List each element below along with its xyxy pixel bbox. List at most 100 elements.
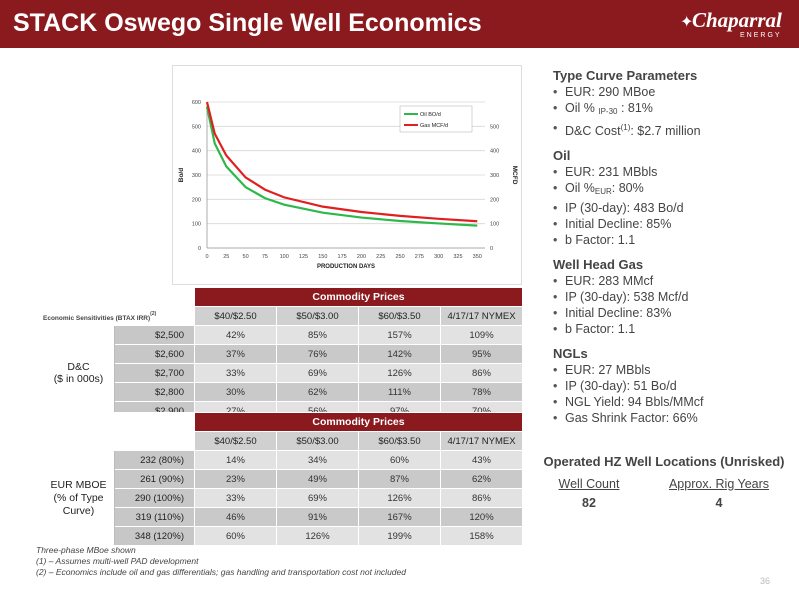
table-row: 290 (100%) 33% 69% 126% 86% (43, 488, 523, 508)
table-cell: 37% (194, 344, 277, 364)
ngl-ip: IP (30-day): 51 Bo/d (553, 378, 793, 394)
table-cell: 43% (440, 450, 523, 470)
table-row: 319 (110%) 46% 91% 167% 120% (43, 507, 523, 527)
table-cell: 86% (440, 363, 523, 383)
table-cell: 30% (194, 382, 277, 402)
sensitivity-label: Economic Sensitivities (BTAX IRR)(2) (42, 306, 195, 326)
rig-years-column: Approx. Rig Years 4 (644, 477, 794, 510)
x-tick-label: 175 (338, 254, 347, 260)
x-tick-label: 350 (473, 254, 482, 260)
table-row: $2,800 30% 62% 111% 78% (43, 382, 523, 402)
y2-tick-label: 0 (490, 246, 493, 252)
y-tick-label: 0 (198, 246, 201, 252)
table-cell: 69% (276, 488, 359, 508)
table-cell: 95% (440, 344, 523, 364)
ngl-title: NGLs (553, 346, 588, 361)
table-cell: 69% (276, 363, 359, 383)
table-cell: 34% (276, 450, 359, 470)
table-cell: 87% (358, 469, 441, 489)
footnote-line: (1) – Assumes multi-well PAD development (36, 556, 199, 566)
table-cell: 62% (276, 382, 359, 402)
operated-title: Operated HZ Well Locations (Unrisked) (543, 454, 785, 469)
y2-axis-label: MCFD (511, 166, 518, 185)
table-cell: 157% (358, 325, 441, 345)
y2-tick-label: 400 (490, 149, 499, 155)
sensitivity-label-text: Economic Sensitivities (BTAX IRR) (43, 314, 151, 322)
dc-row-group-label: D&C ($ in 000s) (42, 325, 115, 421)
column-header: $60/$3.50 (358, 306, 441, 326)
table-cell: 42% (194, 325, 277, 345)
oil-ip: IP (30-day): 483 Bo/d (553, 200, 793, 216)
type-curve-chart: 0 100 200 300 400 500 600 0 100 200 300 400 500 0 25 50… (172, 65, 522, 285)
legend-box (399, 105, 473, 133)
x-tick-label: 75 (262, 254, 268, 260)
row-header: 290 (100%) (114, 488, 195, 508)
column-header: $40/$2.50 (194, 306, 277, 326)
x-tick-label: 50 (243, 254, 249, 260)
table-cell: 158% (440, 526, 523, 546)
company-logo: ✦ Chaparral ENERGY (680, 8, 792, 44)
commodity-prices-header: Commodity Prices (194, 287, 523, 307)
eur-row-group-label: EUR MBOE (% of Type Curve) (42, 450, 115, 546)
table-cell: 142% (358, 344, 441, 364)
dc-sensitivity-table: Commodity Prices Economic Sensitivities … (42, 287, 523, 421)
table-cell: 60% (358, 450, 441, 470)
column-header: $40/$2.50 (194, 431, 277, 451)
x-tick-label: 250 (395, 254, 404, 260)
x-tick-label: 325 (453, 254, 462, 260)
ngl-yield: NGL Yield: 94 Bbls/MMcf (553, 394, 793, 410)
legend-label: Oil BO/d (420, 112, 441, 118)
operated-locations: Operated HZ Well Locations (Unrisked) We… (534, 454, 794, 510)
y-tick-label: 300 (192, 173, 201, 179)
table-cell: 85% (276, 325, 359, 345)
y-tick-label: 200 (192, 197, 201, 203)
table-cell: 91% (276, 507, 359, 527)
rig-years-value: 4 (715, 496, 723, 510)
legend-label: Gas MCF/d (420, 123, 448, 129)
oil-eur-pct-subscript: EUR (594, 187, 612, 196)
table-cell: 14% (194, 450, 277, 470)
title-bar: STACK Oswego Single Well Economics ✦ Cha… (0, 0, 799, 48)
well-count-header: Well Count (558, 477, 620, 491)
gas-eur: EUR: 283 MMcf (553, 273, 793, 289)
logo-bird-icon: ✦ (680, 14, 694, 31)
gas-ip: IP (30-day): 538 Mcf/d (553, 289, 793, 305)
parameters-panel: Type Curve Parameters EUR: 290 MBoe Oil … (553, 68, 793, 426)
dc-footnote-ref: (1) (620, 123, 631, 132)
y-tick-label: 600 (192, 100, 201, 106)
type-curve-eur: EUR: 290 MBoe (553, 84, 793, 100)
table-row: 348 (120%) 60% 126% 199% 158% (43, 526, 523, 546)
y-tick-label: 400 (192, 149, 201, 155)
x-tick-label: 25 (223, 254, 229, 260)
y2-tick-label: 500 (490, 124, 499, 130)
x-tick-label: 100 (280, 254, 289, 260)
y-tick-label: 100 (192, 222, 201, 228)
type-curve-dc-cost: D&C Cost(1): $2.7 million (553, 120, 793, 139)
ngl-eur: EUR: 27 MBbls (553, 362, 793, 378)
row-header: $2,800 (114, 382, 195, 402)
table-cell: 126% (276, 526, 359, 546)
table-cell: 120% (440, 507, 523, 527)
logo-subtitle: ENERGY (740, 32, 782, 39)
logo-name: Chaparral (692, 8, 782, 32)
column-header: $50/$3.00 (276, 306, 359, 326)
row-header: $2,600 (114, 344, 195, 364)
type-curve-title: Type Curve Parameters (553, 68, 698, 83)
page-title: STACK Oswego Single Well Economics (13, 9, 482, 37)
table-cell: 49% (276, 469, 359, 489)
x-tick-label: 200 (357, 254, 366, 260)
oil-eur: EUR: 231 MBbls (553, 164, 793, 180)
table-cell: 33% (194, 363, 277, 383)
oil-b-factor: b Factor: 1.1 (553, 232, 793, 248)
table-cell: 86% (440, 488, 523, 508)
column-header: $50/$3.00 (276, 431, 359, 451)
table-cell: 199% (358, 526, 441, 546)
eur-sensitivity-table: Commodity Prices $40/$2.50 $50/$3.00 $60… (42, 412, 523, 546)
table-cell: 76% (276, 344, 359, 364)
row-header: 348 (120%) (114, 526, 195, 546)
y-tick-label: 500 (192, 124, 201, 130)
y2-tick-label: 200 (490, 197, 499, 203)
series-line-gas (205, 101, 478, 223)
oil-eur-pct-label: Oil % (565, 181, 595, 195)
ngl-shrink: Gas Shrink Factor: 66% (553, 410, 793, 426)
